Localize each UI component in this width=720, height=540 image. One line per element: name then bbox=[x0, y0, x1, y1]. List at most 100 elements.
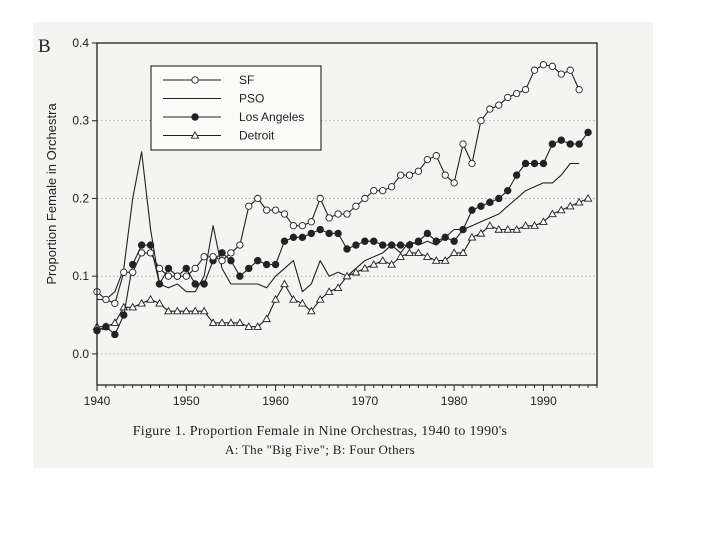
data-point-sf bbox=[236, 241, 244, 249]
data-point-sf bbox=[245, 202, 253, 210]
data-point-los-angeles bbox=[441, 233, 449, 242]
data-point-los-angeles bbox=[146, 241, 155, 249]
data-point-sf bbox=[254, 194, 262, 203]
data-point-detroit bbox=[405, 248, 414, 257]
y-axis-ticks: 0.0 0.1 0.2 0.3 0.4 bbox=[72, 36, 97, 361]
legend-label-los-angeles: Los Angeles bbox=[239, 110, 304, 124]
data-point-sf bbox=[227, 249, 235, 257]
data-point-los-angeles bbox=[245, 264, 253, 273]
data-point-detroit bbox=[315, 294, 325, 303]
data-point-sf bbox=[405, 171, 414, 179]
data-point-sf bbox=[307, 218, 315, 226]
data-point-sf bbox=[504, 93, 512, 102]
data-point-detroit bbox=[583, 193, 593, 202]
data-point-sf bbox=[137, 249, 146, 257]
x-tick-label: 1990 bbox=[530, 394, 557, 408]
data-point-detroit bbox=[172, 306, 182, 315]
data-point-los-angeles bbox=[521, 159, 530, 168]
legend-item-pso: PSO bbox=[163, 92, 264, 106]
data-point-los-angeles bbox=[557, 136, 565, 144]
series-detroit bbox=[92, 193, 593, 330]
data-point-sf bbox=[548, 62, 557, 70]
data-point-detroit bbox=[378, 256, 388, 264]
data-point-los-angeles bbox=[271, 260, 280, 269]
data-point-detroit bbox=[181, 306, 191, 315]
data-point-los-angeles bbox=[155, 280, 164, 288]
data-point-sf bbox=[155, 264, 164, 273]
data-point-los-angeles bbox=[262, 260, 271, 269]
data-point-los-angeles bbox=[120, 311, 128, 319]
series-line-los-angeles bbox=[96, 132, 589, 336]
data-point-detroit bbox=[208, 318, 218, 326]
data-point-sf bbox=[379, 187, 387, 195]
data-point-los-angeles bbox=[352, 241, 360, 249]
data-point-los-angeles bbox=[316, 225, 324, 234]
data-point-los-angeles bbox=[334, 229, 342, 238]
data-point-detroit bbox=[253, 322, 263, 330]
data-point-los-angeles bbox=[289, 233, 298, 242]
data-point-sf bbox=[191, 264, 199, 273]
data-point-los-angeles bbox=[254, 256, 262, 265]
data-point-sf bbox=[262, 206, 271, 214]
data-point-sf bbox=[539, 61, 548, 69]
data-point-detroit bbox=[476, 228, 486, 237]
data-point-sf bbox=[575, 85, 583, 94]
data-point-sf bbox=[280, 210, 289, 218]
data-point-los-angeles bbox=[512, 171, 521, 179]
legend-item-sf: SF bbox=[163, 73, 254, 87]
scanned-page-background bbox=[33, 22, 653, 468]
data-point-sf bbox=[396, 171, 405, 179]
data-point-detroit bbox=[244, 322, 254, 330]
data-point-sf bbox=[325, 214, 333, 222]
panel-label: B bbox=[38, 36, 51, 57]
data-point-detroit bbox=[351, 267, 361, 276]
data-point-los-angeles bbox=[236, 272, 244, 280]
data-point-sf bbox=[530, 66, 539, 74]
x-axis-ticks: 1940 1950 1960 1970 1980 1990 bbox=[84, 385, 598, 408]
legend-marker-detroit bbox=[190, 130, 200, 139]
data-point-los-angeles bbox=[548, 140, 557, 148]
y-tick-label: 0.0 bbox=[72, 347, 89, 361]
data-point-sf bbox=[218, 256, 226, 265]
series-line-detroit bbox=[97, 197, 589, 328]
data-point-sf bbox=[200, 253, 208, 261]
data-point-detroit bbox=[297, 298, 307, 307]
data-point-los-angeles bbox=[584, 128, 592, 137]
data-point-sf bbox=[209, 253, 217, 261]
series-sf bbox=[93, 61, 583, 308]
data-point-sf bbox=[289, 222, 298, 230]
legend-item-detroit: Detroit bbox=[163, 129, 275, 143]
data-point-los-angeles bbox=[325, 229, 333, 238]
data-point-detroit bbox=[199, 306, 209, 315]
data-point-sf bbox=[512, 89, 521, 98]
y-tick-label: 0.3 bbox=[72, 114, 89, 128]
data-point-los-angeles bbox=[468, 206, 476, 214]
data-point-detroit bbox=[574, 197, 584, 206]
y-tick-label: 0.1 bbox=[72, 269, 89, 283]
data-point-detroit bbox=[333, 283, 343, 291]
data-point-detroit bbox=[235, 318, 245, 326]
data-point-los-angeles bbox=[414, 237, 423, 245]
data-point-los-angeles bbox=[486, 198, 494, 207]
legend-box bbox=[150, 65, 322, 151]
legend-marker-sf bbox=[191, 76, 199, 84]
data-point-sf bbox=[343, 210, 351, 218]
data-point-detroit bbox=[306, 306, 316, 315]
legend: SF PSO Los Angeles Detroit bbox=[150, 65, 322, 151]
data-point-sf bbox=[414, 167, 423, 175]
data-point-detroit bbox=[146, 294, 155, 303]
data-point-los-angeles bbox=[405, 241, 414, 249]
data-point-los-angeles bbox=[495, 194, 503, 203]
data-point-los-angeles bbox=[111, 330, 119, 339]
figure-caption-line1: Figure 1. Proportion Female in Nine Orch… bbox=[132, 424, 508, 439]
data-point-los-angeles bbox=[539, 159, 548, 168]
data-point-detroit bbox=[262, 314, 272, 323]
data-point-los-angeles bbox=[102, 323, 110, 331]
x-tick-label: 1960 bbox=[262, 394, 289, 408]
data-point-los-angeles bbox=[280, 237, 289, 245]
legend-label-sf: SF bbox=[239, 73, 254, 87]
data-point-sf bbox=[361, 194, 369, 203]
data-point-detroit bbox=[396, 252, 405, 260]
y-tick-label: 0.4 bbox=[72, 36, 89, 50]
data-point-los-angeles bbox=[530, 159, 539, 168]
